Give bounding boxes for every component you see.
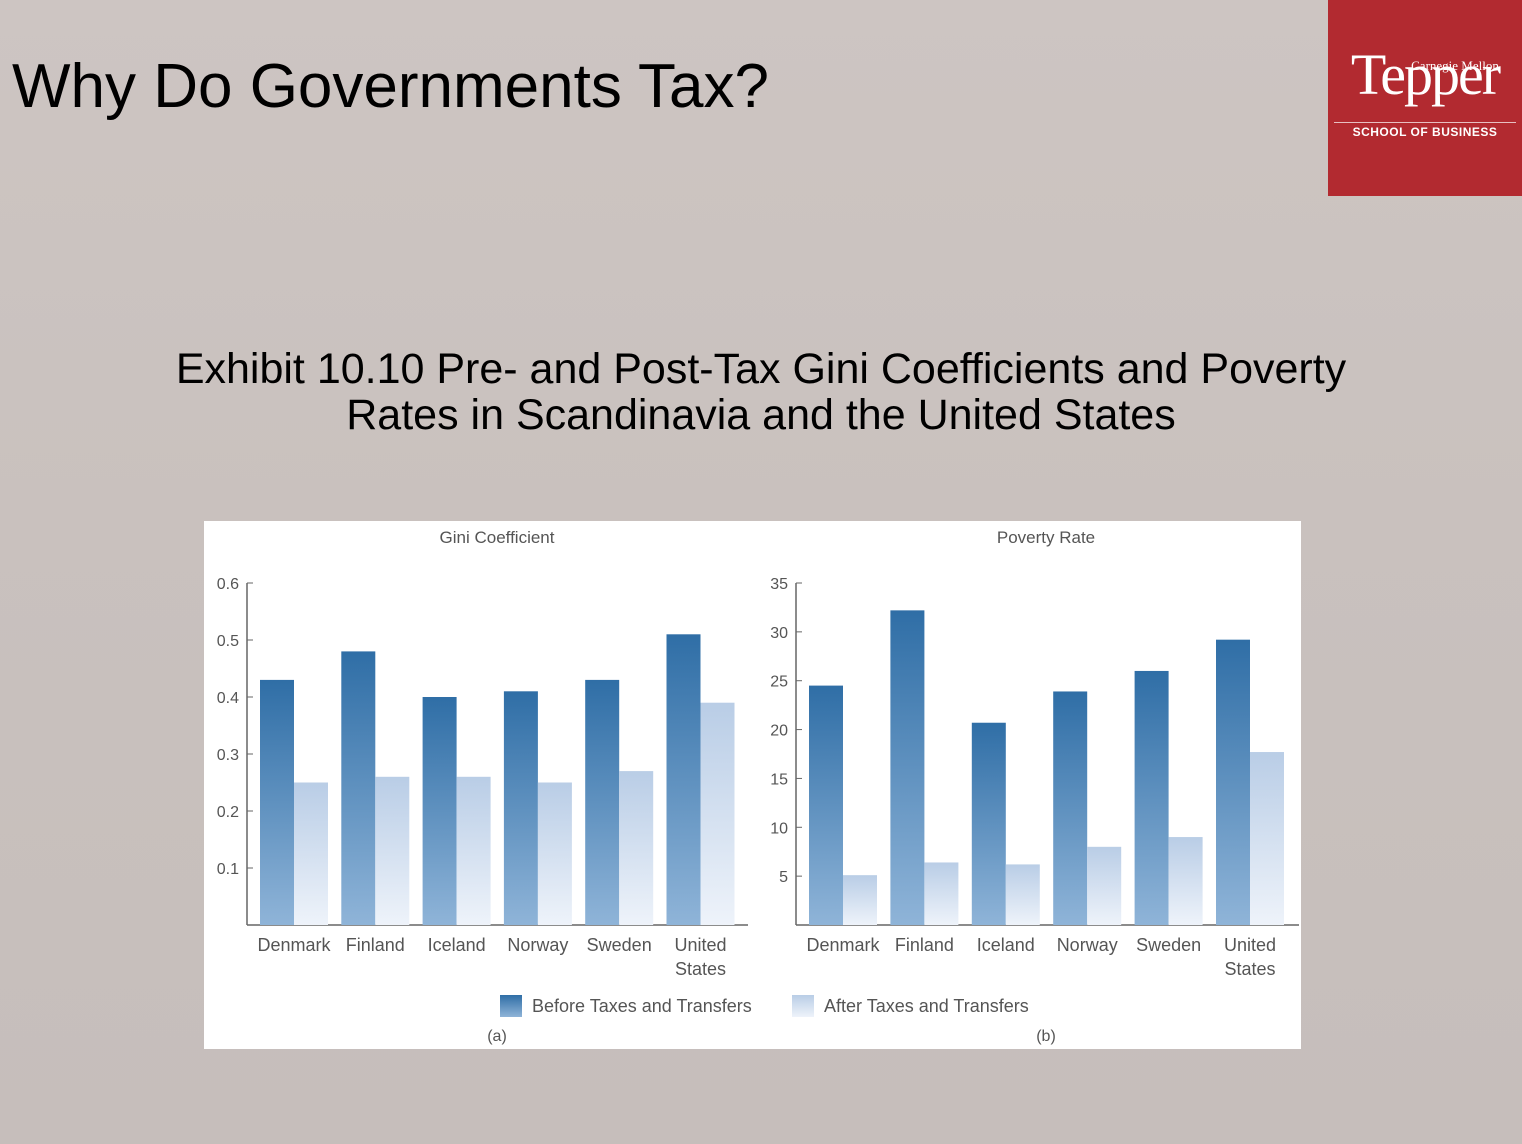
- poverty-category-label: Denmark: [806, 935, 880, 955]
- poverty-category-label: United: [1224, 935, 1276, 955]
- poverty-category-label: Finland: [895, 935, 954, 955]
- legend-label-before: Before Taxes and Transfers: [532, 996, 752, 1016]
- poverty-ytick-label: 25: [770, 674, 788, 691]
- gini-ytick-label: 0.1: [217, 861, 239, 878]
- poverty-bar-before: [1216, 639, 1250, 925]
- poverty-category-label: Iceland: [977, 935, 1035, 955]
- gini-ytick-label: 0.2: [217, 804, 239, 821]
- poverty-ytick-label: 10: [770, 820, 788, 837]
- poverty-bar-before: [1053, 691, 1088, 925]
- gini-category-label: Iceland: [428, 935, 486, 955]
- gini-bar-before: [503, 691, 538, 925]
- gini-category-label: Sweden: [587, 935, 652, 955]
- gini-ytick-label: 0.4: [217, 690, 239, 707]
- poverty-bar-after: [843, 875, 877, 925]
- poverty-ytick-label: 5: [779, 869, 788, 886]
- poverty-category-label: States: [1224, 959, 1275, 979]
- gini-category-label: Denmark: [257, 935, 331, 955]
- chart-svg: Gini Coefficient 0.1 0.2 0.3 0.4 0.5 0.6 Denmar…: [217, 528, 1299, 1045]
- poverty-bar-before: [890, 610, 925, 925]
- gini-bar-after: [294, 782, 328, 925]
- gini-bar-before: [666, 634, 701, 925]
- tepper-logo: Carnegie Mellon Tepper SCHOOL OF BUSINES…: [1328, 0, 1522, 196]
- gini-bar-after: [700, 702, 735, 925]
- gini-chart-title: Gini Coefficient: [440, 528, 555, 547]
- gini-panel-label: (a): [487, 1028, 507, 1045]
- gini-chart: Gini Coefficient 0.1 0.2 0.3 0.4 0.5 0.6 Denmar…: [217, 528, 748, 1045]
- poverty-ytick-label: 15: [770, 771, 788, 788]
- gini-bar-before: [341, 651, 376, 925]
- legend-label-after: After Taxes and Transfers: [824, 996, 1029, 1016]
- poverty-chart-title: Poverty Rate: [997, 528, 1095, 547]
- gini-category-label: States: [675, 959, 726, 979]
- gini-ytick-label: 0.6: [217, 576, 239, 593]
- gini-ytick-label: 0.3: [217, 747, 239, 764]
- chart-panel: Gini Coefficient 0.1 0.2 0.3 0.4 0.5 0.6 Denmar…: [204, 521, 1301, 1049]
- gini-ytick-label: 0.5: [217, 633, 239, 650]
- poverty-ytick-label: 30: [770, 625, 788, 642]
- poverty-category-label: Norway: [1057, 935, 1118, 955]
- gini-bar-after: [619, 771, 654, 925]
- legend-swatch-before: [500, 995, 522, 1017]
- poverty-ytick-label: 35: [770, 576, 788, 593]
- slide-title: Why Do Governments Tax?: [12, 52, 769, 121]
- poverty-bar-after: [1005, 864, 1040, 925]
- exhibit-title-line2: Rates in Scandinavia and the United Stat…: [346, 391, 1176, 439]
- poverty-bar-before: [809, 685, 843, 925]
- poverty-bar-after: [1250, 752, 1284, 925]
- gini-category-label: Finland: [346, 935, 405, 955]
- poverty-ytick-label: 20: [770, 723, 788, 740]
- exhibit-title: Exhibit 10.10 Pre- and Post-Tax Gini Coe…: [0, 346, 1522, 438]
- logo-tepper-text: Tepper: [1350, 42, 1501, 107]
- poverty-category-label: Sweden: [1136, 935, 1201, 955]
- exhibit-title-line1: Exhibit 10.10 Pre- and Post-Tax Gini Coe…: [175, 345, 1347, 393]
- gini-category-label: United: [674, 935, 726, 955]
- poverty-chart: Poverty Rate 5 10 15 20 25 30 35 Denmark Finland I…: [770, 528, 1299, 1045]
- gini-bar-before: [260, 679, 294, 925]
- legend-swatch-after: [792, 995, 814, 1017]
- poverty-bar-after: [1168, 837, 1203, 925]
- poverty-bar-before: [1134, 670, 1169, 925]
- gini-bar-after: [456, 776, 491, 925]
- logo-cmu-text: Carnegie Mellon: [1411, 58, 1499, 73]
- poverty-bar-after: [924, 862, 959, 925]
- gini-bar-before: [422, 697, 457, 925]
- poverty-panel-label: (b): [1036, 1028, 1056, 1045]
- logo-school-text: SCHOOL OF BUSINESS: [1334, 122, 1516, 139]
- gini-bar-before: [585, 679, 620, 925]
- gini-bar-after: [537, 782, 572, 925]
- poverty-bar-before: [971, 722, 1006, 925]
- poverty-bar-after: [1087, 846, 1122, 925]
- gini-bar-after: [375, 776, 410, 925]
- gini-category-label: Norway: [507, 935, 568, 955]
